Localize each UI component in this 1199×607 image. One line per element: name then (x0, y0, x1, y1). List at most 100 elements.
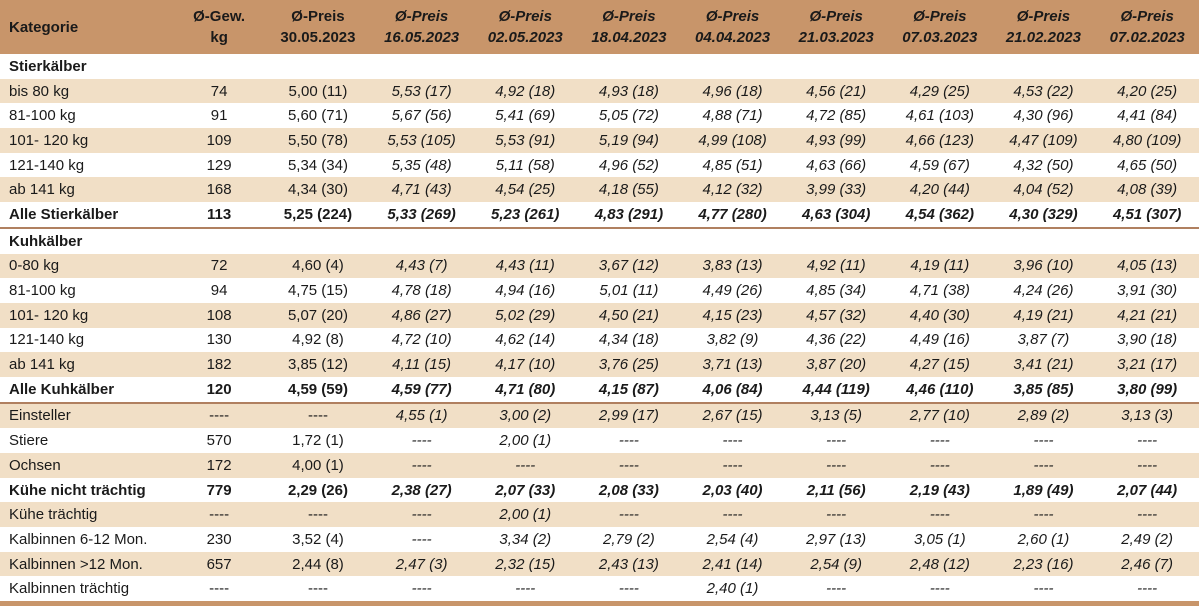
price-cell: ---- (887, 428, 992, 453)
price-cell: ---- (680, 428, 785, 453)
table-body: Stierkälber bis 80 kg 74 5,00 (11) 5,53 (17)… (0, 54, 1199, 607)
price-cell: 4,77 (280) (680, 202, 785, 229)
price-cell: 4,32 (50) (991, 152, 1096, 178)
price-cell: 5,60 (71) (266, 103, 370, 129)
header-price-label: Ø-Preis (291, 8, 345, 25)
price-cell: 2,77 (10) (887, 402, 992, 429)
price-cell: 4,12 (32) (680, 177, 785, 203)
row-label: Kalbinnen trächtig (0, 576, 173, 607)
price-cell: 5,41 (69) (473, 103, 578, 129)
price-cell: 4,15 (23) (680, 302, 785, 328)
header-date-col: Ø-Preis 04.04.2023 (680, 0, 785, 54)
row-weight: 113 (172, 202, 267, 229)
price-cell: 4,61 (103) (887, 103, 992, 129)
price-cell: 2,46 (7) (1095, 551, 1199, 577)
price-cell: 4,53 (22) (991, 78, 1096, 104)
price-cell: 4,34 (18) (577, 327, 681, 353)
price-cell: 5,53 (17) (369, 78, 474, 104)
price-cell: 5,05 (72) (577, 103, 681, 129)
price-cell: 2,08 (33) (577, 477, 681, 503)
price-cell: 4,71 (38) (887, 278, 992, 303)
price-cell: 3,82 (9) (680, 327, 785, 353)
row-weight: 129 (172, 152, 267, 178)
price-cell: 4,04 (52) (991, 177, 1096, 203)
price-cell: 4,66 (123) (887, 128, 992, 153)
header-date: 16.05.2023 (384, 29, 460, 46)
row-label: 81-100 kg (0, 103, 173, 129)
section-row: Stierkälber (0, 54, 1199, 79)
price-cell: 4,65 (50) (1095, 152, 1199, 178)
price-cell: 4,30 (96) (991, 103, 1096, 129)
row-label: 0-80 kg (0, 253, 173, 279)
price-cell: 5,53 (105) (369, 128, 474, 153)
price-cell: 4,59 (77) (369, 376, 474, 404)
price-cell: 3,91 (30) (1095, 278, 1199, 303)
row-label: ab 141 kg (0, 177, 173, 203)
price-cell: 3,85 (12) (266, 352, 370, 377)
price-cell: 2,67 (15) (680, 402, 785, 429)
price-cell: 4,80 (109) (1095, 128, 1199, 153)
price-cell: 5,02 (29) (473, 302, 578, 328)
price-cell: ---- (991, 576, 1096, 607)
price-cell: 4,15 (87) (577, 376, 681, 404)
row-label: Alle Stierkälber (0, 202, 173, 229)
section-title: Stierkälber (0, 54, 1199, 79)
price-cell: 5,35 (48) (369, 152, 474, 178)
price-cell: 4,49 (26) (680, 278, 785, 303)
price-cell: ---- (266, 402, 370, 429)
header-price-label: Ø-Preis (394, 8, 449, 25)
row-weight: 94 (172, 278, 267, 303)
row-label: Alle Kuhkälber (0, 376, 173, 404)
price-cell: 2,89 (2) (991, 402, 1096, 429)
price-cell: ---- (784, 502, 888, 528)
price-cell: 4,20 (25) (1095, 78, 1199, 104)
header-row: Kategorie Ø-Gew. kg Ø-Preis 30.05.2023 Ø-P… (0, 0, 1199, 54)
price-cell: 4,24 (26) (991, 278, 1096, 303)
price-cell: ---- (784, 576, 888, 607)
header-category: Kategorie (0, 0, 173, 54)
row-label: Kühe nicht trächtig (0, 477, 173, 503)
price-cell: 2,54 (4) (680, 527, 785, 552)
price-cell: 2,38 (27) (369, 477, 474, 503)
price-cell: 2,11 (56) (784, 477, 888, 503)
price-cell: 4,54 (362) (887, 202, 992, 229)
section-title: Kuhkälber (0, 227, 1199, 254)
price-cell: 2,60 (1) (991, 527, 1096, 552)
price-cell: ---- (473, 576, 578, 607)
table-row: 101- 120 kg 109 5,50 (78) 5,53 (105) 5,53 (9… (0, 128, 1199, 153)
price-cell: 2,79 (2) (577, 527, 681, 552)
header-price-label: Ø-Preis (705, 8, 760, 25)
price-cell: 2,47 (3) (369, 551, 474, 577)
price-cell: ---- (369, 428, 474, 453)
price-cell: 2,99 (17) (577, 402, 681, 429)
price-cell: 2,03 (40) (680, 477, 785, 503)
price-cell: 4,71 (80) (473, 376, 578, 404)
price-cell: 4,21 (21) (1095, 302, 1199, 328)
price-cell: 2,44 (8) (266, 551, 370, 577)
header-price-label: Ø-Preis (602, 8, 656, 25)
price-cell: 3,00 (2) (473, 402, 578, 429)
price-cell: 2,23 (16) (991, 551, 1096, 577)
price-cell: ---- (266, 502, 370, 528)
row-label: 101- 120 kg (0, 302, 173, 328)
header-date-col: Ø-Preis 21.02.2023 (991, 0, 1096, 54)
row-weight: 657 (172, 551, 267, 577)
price-cell: 4,94 (16) (473, 278, 578, 303)
price-cell: 4,18 (55) (577, 177, 681, 203)
row-label: bis 80 kg (0, 78, 173, 104)
price-cell: 4,62 (14) (473, 327, 578, 353)
price-cell: 4,17 (10) (473, 352, 578, 377)
row-label: Ochsen (0, 453, 173, 478)
price-cell: 4,47 (109) (991, 128, 1096, 153)
header-price-label: Ø-Preis (809, 8, 863, 25)
price-cell: 3,87 (20) (784, 352, 888, 377)
price-cell: 2,29 (26) (266, 477, 370, 503)
price-cell: 5,33 (269) (369, 202, 474, 229)
total-row: Alle Kuhkälber 120 4,59 (59) 4,59 (77) 4,71 … (0, 376, 1199, 404)
price-cell: ---- (991, 428, 1096, 453)
price-cell: ---- (991, 453, 1096, 478)
price-cell: 3,87 (7) (991, 327, 1096, 353)
price-cell: 4,06 (84) (680, 376, 785, 404)
price-cell: 4,83 (291) (577, 202, 681, 229)
price-cell: 4,55 (1) (369, 402, 474, 429)
